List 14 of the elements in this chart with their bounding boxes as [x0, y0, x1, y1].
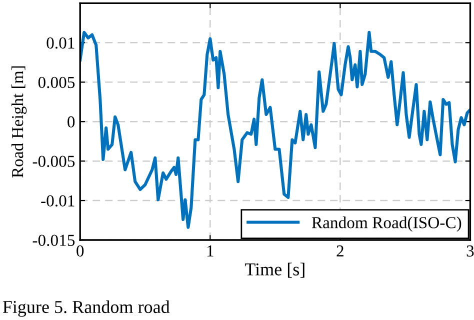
y-tick-label: 0: [68, 116, 75, 128]
y-tick-label: 0.005: [38, 76, 75, 88]
y-tick-label: -0.01: [41, 195, 74, 207]
x-tick-label: 1: [207, 245, 214, 256]
x-tick-label: 3: [466, 245, 474, 257]
x-tick-label: 0: [76, 245, 84, 257]
legend-label: Random Road(ISO-C): [312, 216, 462, 232]
y-tick-label: -0.015: [32, 234, 75, 246]
x-tick-label: 2: [336, 245, 344, 256]
y-tick-label: 0.01: [46, 37, 74, 49]
x-axis-title: Time [s]: [244, 262, 304, 278]
caption: Figure 5. Random road: [2, 300, 170, 317]
y-tick-label: -0.005: [32, 156, 75, 168]
y-axis-title: Road Height [m]: [11, 66, 27, 178]
